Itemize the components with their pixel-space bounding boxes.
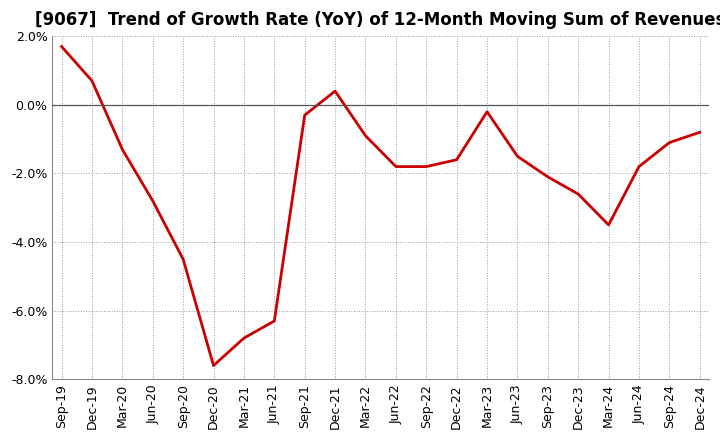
Title: [9067]  Trend of Growth Rate (YoY) of 12-Month Moving Sum of Revenues: [9067] Trend of Growth Rate (YoY) of 12-… [35,11,720,29]
